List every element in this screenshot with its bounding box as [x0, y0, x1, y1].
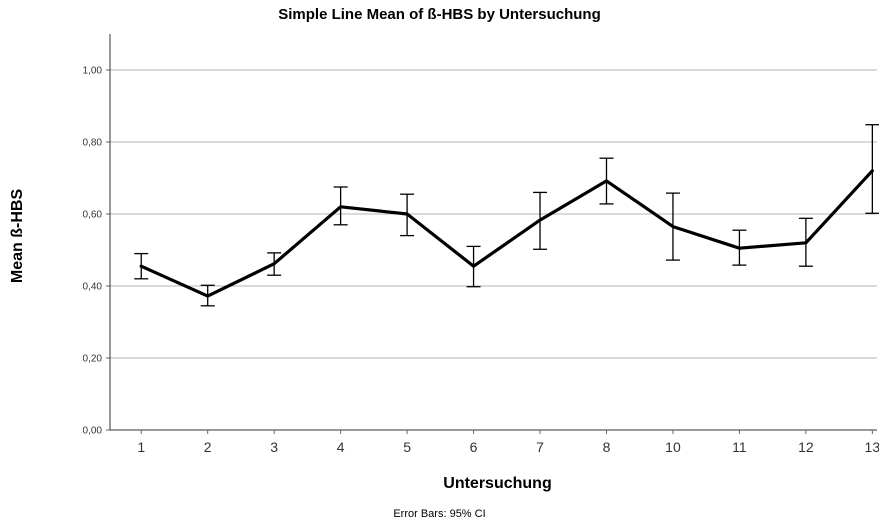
y-tick-label: 0,80	[83, 138, 103, 149]
x-tick-label: 3	[270, 439, 278, 455]
y-tick-label: 0,40	[83, 282, 103, 293]
x-tick-label: 13	[865, 439, 879, 455]
chart-title: Simple Line Mean of ß-HBS by Untersuchun…	[278, 6, 601, 23]
y-tick-label: 0,60	[83, 210, 103, 221]
x-axis-title: Untersuchung	[443, 475, 551, 492]
mean-line	[139, 169, 874, 298]
x-tick-label: 6	[470, 439, 478, 455]
x-tick-label: 11	[732, 439, 747, 455]
x-tick-label: 4	[337, 439, 345, 455]
x-tick-label: 12	[798, 439, 814, 455]
error-bars-note: Error Bars: 95% CI	[393, 508, 486, 520]
y-tick-label: 1,00	[83, 66, 103, 77]
x-tick-label: 2	[204, 439, 212, 455]
x-tick-label: 7	[536, 439, 544, 455]
x-tick-label: 10	[665, 439, 681, 455]
y-tick-label: 0,00	[83, 426, 103, 437]
y-tick-label: 0,20	[83, 354, 103, 365]
y-axis-title: Mean ß-HBS	[9, 189, 26, 284]
x-tick-label: 8	[603, 439, 611, 455]
x-tick-label: 1	[137, 439, 145, 455]
x-tick-label: 5	[403, 439, 411, 455]
